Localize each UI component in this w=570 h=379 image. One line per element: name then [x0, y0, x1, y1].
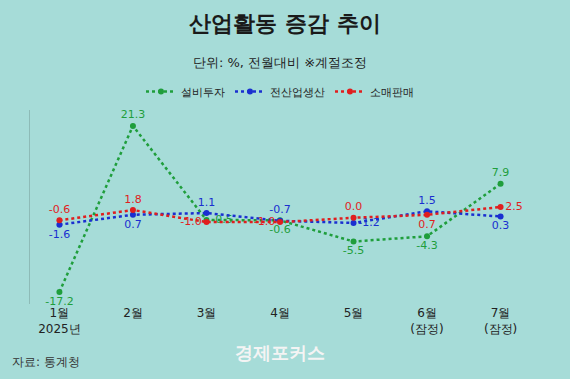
svg-text:-0.5: -0.5	[211, 213, 232, 226]
svg-text:-5.5: -5.5	[343, 244, 364, 257]
svg-text:0.3: 0.3	[492, 219, 510, 232]
svg-text:1월2025년: 1월2025년	[38, 306, 81, 336]
svg-text:2.5: 2.5	[505, 200, 522, 213]
svg-text:소매판매: 소매판매	[370, 86, 414, 99]
svg-text:3월: 3월	[197, 306, 217, 320]
svg-text:-0.6: -0.6	[49, 203, 70, 216]
svg-text:산업활동 증감 추이: 산업활동 증감 추이	[189, 11, 380, 36]
svg-text:7.9: 7.9	[492, 166, 510, 179]
svg-text:0.7: 0.7	[124, 218, 142, 231]
svg-text:자료: 통계청: 자료: 통계청	[12, 355, 80, 369]
svg-text:-0.7: -0.7	[269, 203, 290, 216]
svg-text:5월: 5월	[344, 306, 364, 320]
svg-text:2월: 2월	[123, 306, 143, 320]
svg-text:-4.3: -4.3	[416, 239, 437, 252]
svg-text:단위: %, 전월대비 ※계절조정: 단위: %, 전월대비 ※계절조정	[193, 55, 367, 70]
svg-text:1.5: 1.5	[418, 194, 436, 207]
svg-text:7월(잠정): 7월(잠정)	[484, 306, 517, 336]
svg-text:-1.0: -1.0	[180, 215, 201, 228]
svg-text:4월: 4월	[270, 306, 290, 320]
svg-text:-1.0: -1.0	[254, 215, 275, 228]
svg-text:-0.6: -0.6	[269, 223, 290, 236]
svg-text:1.1: 1.1	[198, 196, 216, 209]
svg-text:-17.2: -17.2	[45, 295, 73, 308]
svg-text:1.8: 1.8	[124, 193, 142, 206]
svg-text:-1.6: -1.6	[49, 228, 70, 241]
svg-text:-1.2: -1.2	[358, 216, 379, 229]
svg-text:6월(잠정): 6월(잠정)	[410, 306, 443, 336]
svg-text:0.0: 0.0	[345, 200, 363, 213]
svg-text:21.3: 21.3	[121, 108, 146, 121]
svg-text:경제포커스: 경제포커스	[235, 342, 325, 363]
svg-text:0.7: 0.7	[418, 218, 436, 231]
svg-text:설비투자: 설비투자	[181, 86, 225, 99]
svg-text:전산업생산: 전산업생산	[270, 86, 325, 99]
